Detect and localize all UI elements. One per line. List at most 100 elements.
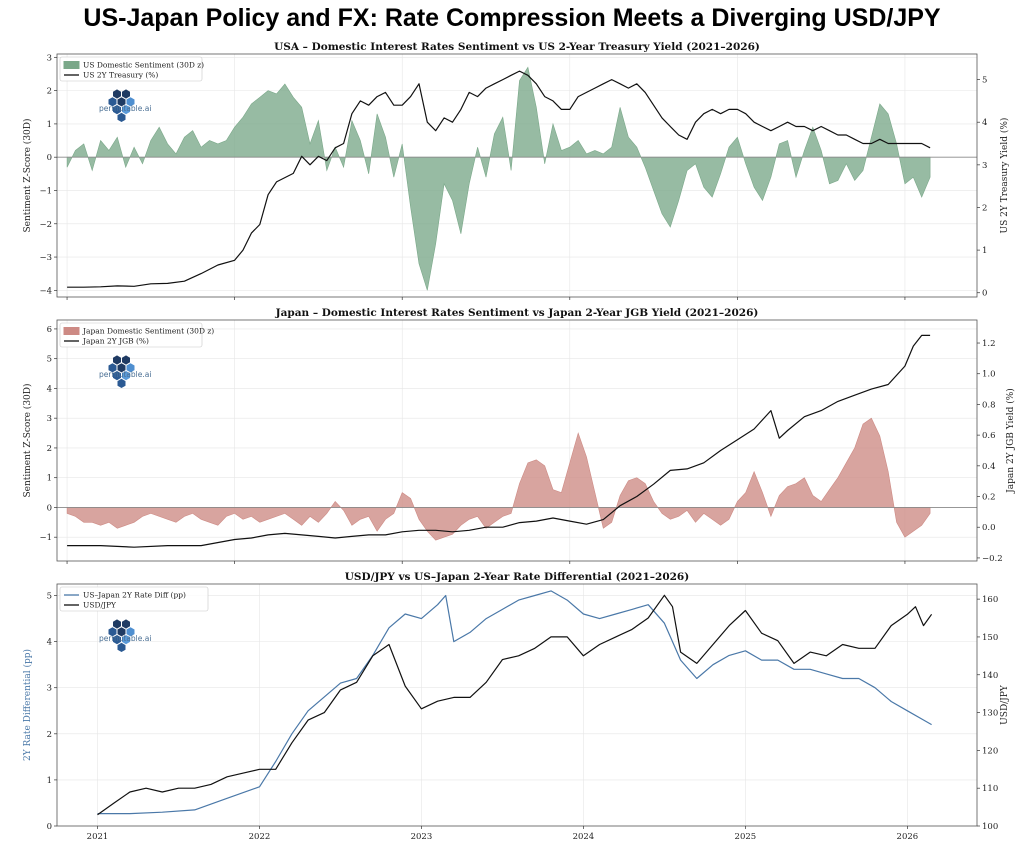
- permutable-logo: permutable.ai: [99, 355, 151, 388]
- x-tick-label: 2025: [735, 832, 757, 842]
- logo-text: permutable.ai: [99, 104, 151, 113]
- legend-swatch: [63, 61, 80, 69]
- y-tick-label: 4: [47, 638, 52, 648]
- y-tick-label: −2: [39, 220, 52, 230]
- y2-tick-label: 0: [982, 289, 987, 299]
- y2-axis-label: USD/JPY: [1000, 684, 1010, 725]
- logo-hex: [108, 627, 117, 637]
- y2-tick-label: 0.4: [982, 462, 996, 472]
- legend-label: US 2Y Treasury (%): [83, 71, 158, 80]
- page-title: US-Japan Policy and FX: Rate Compression…: [83, 4, 941, 32]
- legend: US Domestic Sentiment (30D z)US 2Y Treas…: [59, 56, 204, 82]
- y-tick-label: 2: [47, 444, 52, 454]
- y-tick-label: −4: [39, 286, 52, 296]
- logo-hex: [113, 371, 121, 381]
- y-axis-label: 2Y Rate Differential (pp): [22, 649, 33, 761]
- logo-hex: [122, 355, 130, 365]
- y2-tick-label: 2: [982, 203, 987, 213]
- x-tick-label: 2022: [249, 832, 271, 842]
- y-tick-label: 0: [47, 503, 52, 513]
- y2-tick-label: 100: [982, 822, 998, 832]
- logo-hex: [113, 635, 121, 645]
- legend-box: [59, 56, 203, 82]
- legend-label: US Domestic Sentiment (30D z): [83, 61, 204, 70]
- y-tick-label: 3: [47, 684, 52, 694]
- logo-hex: [126, 97, 135, 107]
- y-tick-label: 5: [47, 592, 52, 602]
- permutable-logo: permutable.ai: [99, 89, 151, 122]
- series-line-1: [97, 590, 932, 815]
- y2-axis-label: Japan 2Y JGB Yield (%): [1005, 388, 1016, 494]
- x-tick-label: 2021: [87, 832, 109, 842]
- y2-tick-label: 0.6: [982, 431, 996, 441]
- y2-tick-label: 5: [982, 76, 987, 86]
- permutable-logo: permutable.ai: [99, 619, 151, 652]
- y2-tick-label: −0.2: [982, 554, 1003, 564]
- x-tick-label: 2026: [897, 832, 919, 842]
- chart-title: USA – Domestic Interest Rates Sentiment …: [274, 41, 760, 53]
- y2-tick-label: 0.0: [982, 523, 996, 533]
- series-area-1: [66, 66, 931, 291]
- plot-frame: [56, 319, 978, 562]
- logo-hex: [108, 97, 117, 107]
- y2-tick-label: 4: [982, 118, 987, 128]
- legend-label: US–Japan 2Y Rate Diff (pp): [83, 591, 186, 600]
- y2-tick-label: 1.0: [982, 370, 996, 380]
- plot-frame: [56, 583, 978, 827]
- y-tick-label: 1: [47, 120, 52, 130]
- y-tick-label: 4: [47, 384, 52, 394]
- chart-panel-3: 0 1 2 3 4 5 100 110 120 130 140 150 160 2021 2022 2023 2…: [22, 571, 1010, 842]
- y-tick-label: 5: [47, 355, 52, 365]
- y2-tick-label: 0.2: [982, 493, 996, 503]
- logo-hex: [122, 619, 130, 629]
- logo-hex: [113, 355, 121, 365]
- series-area-1: [66, 417, 931, 541]
- legend-swatch: [63, 327, 80, 335]
- y2-tick-label: 3: [982, 161, 987, 171]
- y2-tick-label: 130: [982, 709, 998, 719]
- y-tick-label: 1: [47, 474, 52, 484]
- y2-axis-label: US 2Y Treasury Yield (%): [999, 118, 1010, 234]
- y-tick-label: 2: [47, 87, 52, 97]
- logo-hex: [126, 363, 135, 373]
- logo-text: permutable.ai: [99, 634, 151, 643]
- y-tick-label: 0: [47, 153, 52, 163]
- logo-hex: [122, 635, 130, 645]
- y2-tick-label: 1: [982, 246, 987, 256]
- y-axis-label: Sentiment Z-Score (30D): [22, 383, 33, 497]
- chart-panel-2: −1 0 1 2 3 4 5 6 −0.2 0.0 0.2 0.4 0.6 0.8 1.0 1.2 Japan …: [22, 307, 1016, 564]
- y-tick-label: −3: [39, 253, 52, 263]
- y-tick-label: 6: [47, 325, 52, 335]
- y-tick-label: 3: [47, 53, 52, 63]
- legend-box: [59, 586, 209, 612]
- logo-hex: [117, 112, 126, 122]
- y-tick-label: 2: [47, 730, 52, 740]
- y2-tick-label: 1.2: [982, 339, 996, 349]
- series-line-2: [97, 594, 933, 816]
- y2-tick-label: 110: [982, 784, 998, 794]
- logo-hex: [117, 363, 126, 373]
- legend-label: USD/JPY: [83, 601, 117, 610]
- y-tick-label: 1: [47, 776, 52, 786]
- y-tick-label: −1: [39, 533, 52, 543]
- x-tick-label: 2023: [411, 832, 433, 842]
- logo-hex: [117, 378, 126, 388]
- logo-hex: [117, 97, 126, 107]
- chart-title: Japan – Domestic Interest Rates Sentimen…: [275, 307, 759, 319]
- logo-hex: [126, 627, 135, 637]
- y-tick-label: −1: [39, 186, 52, 196]
- logo-hex: [122, 105, 130, 115]
- y-tick-label: 3: [47, 414, 52, 424]
- series-line-2: [67, 70, 931, 288]
- logo-hex: [122, 89, 130, 99]
- chart-panel-1: −4 −3 −2 −1 0 1 2 3 0 1 2 3 4 5 USA – Domestic Interes…: [22, 41, 1010, 300]
- logo-hex: [117, 642, 126, 652]
- y-tick-label: 0: [47, 822, 52, 832]
- chart-title: USD/JPY vs US–Japan 2-Year Rate Differen…: [345, 571, 689, 583]
- logo-hex: [113, 89, 121, 99]
- logo-hex: [117, 627, 126, 637]
- logo-hex: [108, 363, 117, 373]
- logo-text: permutable.ai: [99, 370, 151, 379]
- y2-tick-label: 120: [982, 746, 998, 756]
- logo-hex: [113, 105, 121, 115]
